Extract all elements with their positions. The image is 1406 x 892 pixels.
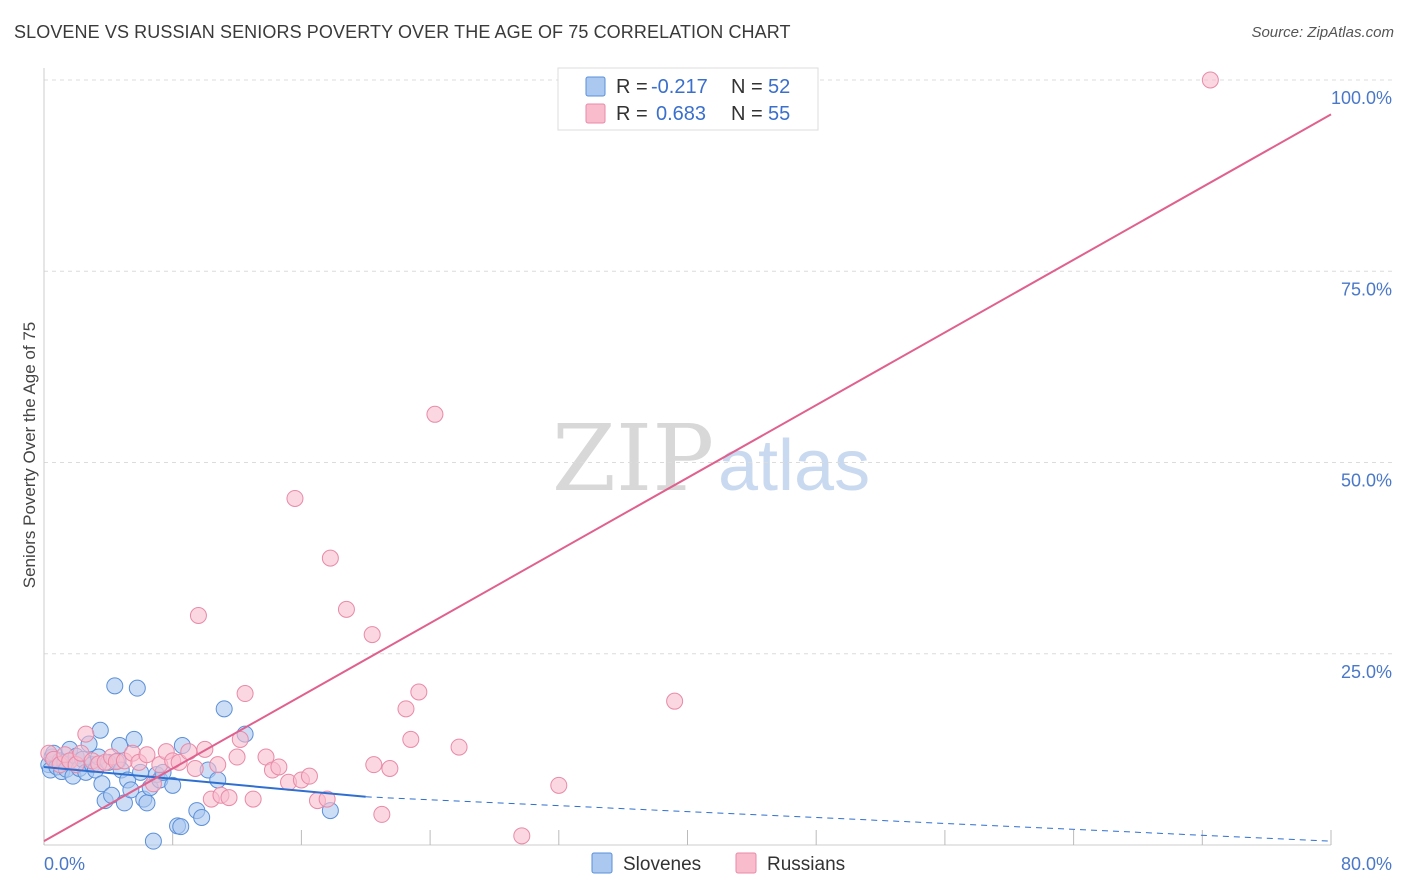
russians-point-43 <box>321 549 339 567</box>
legend: R = -0.217 N = 52 R = 0.683 N = 55 <box>557 67 819 131</box>
legend-swatch-slovenes <box>585 76 606 97</box>
russians-point-55 <box>550 776 568 794</box>
x-tick-label-min: 0.0% <box>44 854 85 874</box>
series-russians-points <box>40 71 1219 845</box>
legend-r-label-russians: R = <box>616 103 648 125</box>
slovenes-point-32 <box>128 679 146 697</box>
russians-point-32 <box>236 685 254 703</box>
russians-point-36 <box>270 758 288 776</box>
slovenes-point-41 <box>164 776 182 794</box>
legend-n-value-slovenes: 52 <box>768 76 790 98</box>
bottom-legend-swatch-russians <box>735 852 757 874</box>
russians-point-27 <box>209 756 227 774</box>
bottom-legend-label-slovenes: Slovenes <box>623 854 701 875</box>
russians-point-47 <box>373 805 391 823</box>
russians-point-54 <box>513 827 531 845</box>
source-credit: Source: ZipAtlas.com <box>1251 24 1394 41</box>
russians-point-38 <box>286 489 304 507</box>
y-tick-label-0: 25.0% <box>1341 662 1392 682</box>
russians-point-42 <box>318 790 336 808</box>
y-axis-label: Seniors Poverty Over the Age of 75 <box>20 322 39 588</box>
russians-point-50 <box>402 730 420 748</box>
russians-point-49 <box>397 700 415 718</box>
russians-point-24 <box>189 607 207 624</box>
y-tick-label-2: 75.0% <box>1341 279 1392 299</box>
y-tick-label-1: 50.0% <box>1341 471 1392 491</box>
slovenes-point-35 <box>138 794 156 812</box>
russians-point-30 <box>228 748 246 766</box>
y-tick-labels: 25.0% 50.0% 75.0% 100.0% <box>1331 88 1392 682</box>
slovenes-point-19 <box>91 721 109 739</box>
legend-swatch-russians <box>585 103 606 124</box>
russians-point-48 <box>381 760 399 777</box>
russians-point-45 <box>363 626 381 644</box>
x-tick-label-max: 80.0% <box>1341 854 1392 874</box>
russians-point-46 <box>365 756 383 774</box>
russians-point-51 <box>410 683 428 701</box>
russians-point-53 <box>450 738 468 756</box>
x-tick-marks <box>43 830 1332 845</box>
slovenes-point-37 <box>144 832 162 850</box>
grid-lines <box>44 79 1392 655</box>
bottom-legend-swatch-slovenes <box>591 852 613 874</box>
slovenes-point-24 <box>106 677 124 695</box>
trend-lines <box>43 113 1332 843</box>
bottom-legend-label-russians: Russians <box>767 854 845 875</box>
russians-point-44 <box>337 600 355 618</box>
trend-line-slovenes <box>43 765 366 798</box>
slovenes-point-48 <box>209 771 227 789</box>
russians-point-29 <box>220 789 238 807</box>
chart-title: SLOVENE VS RUSSIAN SENIORS POVERTY OVER … <box>14 22 791 42</box>
slovenes-point-20 <box>93 775 111 793</box>
russians-point-52 <box>426 405 444 423</box>
legend-r-label-slovenes: R = <box>616 76 648 98</box>
russians-point-33 <box>244 790 262 808</box>
russians-point-56 <box>666 692 684 710</box>
bottom-legend: Slovenes Russians <box>591 852 845 875</box>
slovenes-point-49 <box>215 700 233 718</box>
legend-r-value-slovenes: -0.217 <box>651 76 708 98</box>
legend-n-label-slovenes: N = <box>731 76 763 98</box>
legend-r-value-russians: 0.683 <box>656 103 706 125</box>
russians-point-23 <box>186 760 204 777</box>
watermark-zip: ZIP <box>552 405 714 512</box>
russians-point-40 <box>300 767 318 785</box>
russians-point-16 <box>138 746 156 764</box>
russians-point-7 <box>77 725 95 743</box>
legend-n-label-russians: N = <box>731 103 763 125</box>
watermark-atlas: atlas <box>718 426 870 506</box>
legend-n-value-russians: 55 <box>768 103 790 125</box>
russians-point-58 <box>1201 71 1219 89</box>
slovenes-point-46 <box>193 808 211 826</box>
trend-line-slovenes-extension <box>365 796 1332 842</box>
trend-line-russians <box>43 113 1332 843</box>
y-tick-label-3: 100.0% <box>1331 88 1392 108</box>
slovenes-point-43 <box>172 818 190 836</box>
